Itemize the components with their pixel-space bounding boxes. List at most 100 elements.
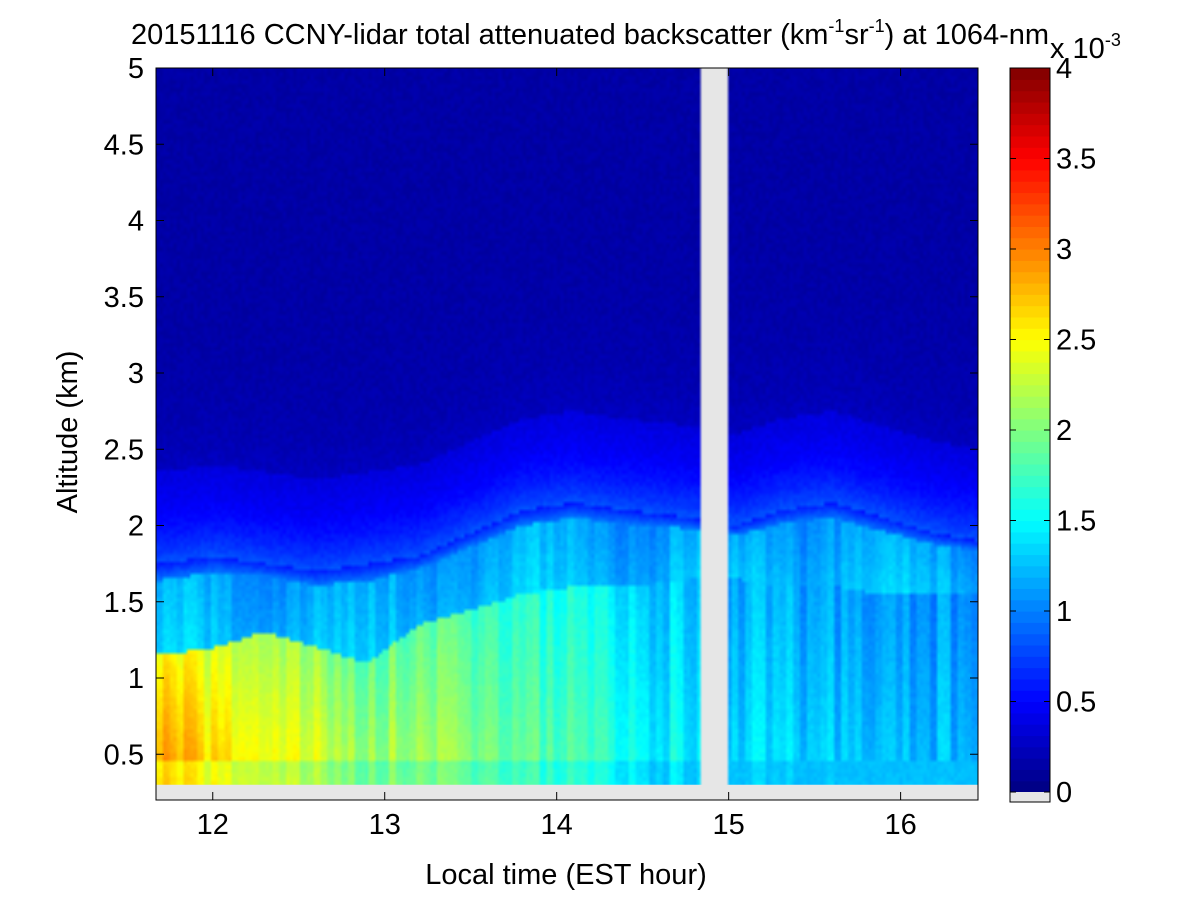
y-tick-label: 4 — [128, 206, 144, 238]
colorbar-swatch — [1010, 68, 1050, 80]
colorbar-tick-label: 1 — [1056, 596, 1072, 628]
colorbar-swatch — [1010, 90, 1050, 103]
colorbar-swatch — [1010, 644, 1050, 657]
colorbar-swatch — [1010, 769, 1050, 782]
colorbar-swatch — [1010, 328, 1050, 341]
x-tick-label: 14 — [541, 809, 573, 841]
y-axis: 0.5 1 1.5 2 2.5 3 3.5 4 4.5 5 — [104, 53, 978, 771]
colorbar-swatch — [1010, 758, 1050, 770]
colorbar-swatch — [1010, 622, 1050, 635]
y-tick-label: 0.5 — [104, 739, 144, 771]
colorbar-swatch — [1010, 294, 1050, 307]
colorbar-swatch — [1010, 452, 1050, 465]
x-tick-label: 15 — [713, 809, 745, 841]
plot-frame — [155, 67, 979, 801]
colorbar-multiplier: x 10-3 — [1050, 30, 1121, 65]
colorbar-swatch — [1010, 486, 1050, 499]
colorbar-swatch — [1010, 407, 1050, 420]
chart-title: 20151116 CCNY-lidar total attenuated bac… — [131, 16, 1049, 51]
y-tick-label: 1.5 — [104, 587, 144, 619]
colorbar-swatch — [1010, 396, 1050, 408]
plot-area — [155, 67, 979, 801]
x-axis: 12 13 14 15 16 — [197, 68, 917, 841]
colorbar-tick-label: 2 — [1056, 415, 1072, 447]
colorbar-swatch — [1010, 712, 1050, 725]
y-tick-label: 2 — [128, 511, 144, 543]
colorbar-swatch — [1010, 192, 1050, 205]
colorbar-swatch — [1010, 373, 1050, 386]
y-tick-label: 3 — [128, 358, 144, 390]
colorbar-swatch — [1010, 316, 1050, 329]
colorbar-swatch — [1010, 724, 1050, 737]
colorbar-swatch — [1010, 418, 1050, 431]
colorbar-swatch — [1010, 101, 1050, 114]
colorbar-swatch — [1010, 633, 1050, 646]
colorbar-swatch — [1010, 215, 1050, 227]
colorbar-swatch — [1010, 497, 1050, 510]
colorbar-swatch — [1010, 384, 1050, 397]
colorbar-missing-swatch — [1010, 792, 1050, 802]
colorbar-swatch — [1010, 226, 1050, 239]
colorbar-tick-label: 3.5 — [1056, 144, 1096, 176]
y-tick-label: 5 — [128, 53, 144, 85]
y-tick-label: 4.5 — [104, 129, 144, 161]
colorbar-swatch — [1010, 678, 1050, 691]
backscatter-heatmap — [156, 68, 978, 785]
colorbar-swatch — [1010, 271, 1050, 284]
y-axis-label: Altitude (km) — [52, 351, 84, 514]
colorbar-tick-label: 3 — [1056, 234, 1072, 266]
colorbar-swatch — [1010, 169, 1050, 182]
colorbar: 0 0.5 1 1.5 2 2.5 3 3.5 4 — [1009, 53, 1096, 809]
colorbar-swatch — [1010, 237, 1050, 250]
colorbar-swatch — [1010, 577, 1050, 589]
colorbar-swatch — [1010, 113, 1050, 126]
colorbar-swatch — [1010, 690, 1050, 703]
colorbar-swatch — [1010, 599, 1050, 612]
colorbar-swatch — [1010, 249, 1050, 261]
colorbar-swatch — [1010, 656, 1050, 669]
colorbar-swatch — [1010, 147, 1050, 160]
colorbar-swatch — [1010, 543, 1050, 556]
colorbar-swatch — [1010, 124, 1050, 137]
colorbar-tick-label: 4 — [1056, 53, 1072, 85]
colorbar-swatch — [1010, 260, 1050, 273]
colorbar-swatch — [1010, 350, 1050, 363]
colorbar-swatch — [1010, 79, 1050, 92]
colorbar-swatch — [1010, 611, 1050, 623]
colorbar-swatch — [1010, 305, 1050, 318]
colorbar-swatch — [1010, 667, 1050, 680]
colorbar-swatch — [1010, 735, 1050, 748]
colorbar-swatch — [1010, 463, 1050, 476]
colorbar-swatch — [1010, 339, 1050, 352]
colorbar-swatch — [1010, 362, 1050, 375]
colorbar-swatch — [1010, 181, 1050, 194]
colorbar-swatch — [1010, 780, 1050, 793]
colorbar-swatch — [1010, 565, 1050, 578]
colorbar-swatch — [1010, 588, 1050, 601]
colorbar-swatch — [1010, 203, 1050, 216]
colorbar-swatch — [1010, 746, 1050, 759]
colorbar-swatch — [1010, 531, 1050, 544]
colorbar-swatch — [1010, 282, 1050, 295]
x-tick-label: 16 — [884, 809, 916, 841]
y-tick-label: 3.5 — [104, 282, 144, 314]
colorbar-swatch — [1010, 554, 1050, 567]
y-tick-label: 2.5 — [104, 434, 144, 466]
colorbar-tick-label: 0 — [1056, 777, 1072, 809]
colorbar-swatch — [1010, 430, 1050, 442]
colorbar-swatch — [1010, 135, 1050, 148]
colorbar-tick-label: 0.5 — [1056, 687, 1096, 719]
colorbar-frame — [1009, 67, 1051, 803]
x-tick-label: 12 — [197, 809, 229, 841]
colorbar-tick-label: 1.5 — [1056, 506, 1096, 538]
x-axis-label: Local time (EST hour) — [425, 859, 707, 891]
colorbar-swatch — [1010, 520, 1050, 533]
y-tick-label: 1 — [128, 663, 144, 695]
colorbar-swatch — [1010, 475, 1050, 488]
colorbar-swatch — [1010, 509, 1050, 522]
x-tick-label: 13 — [369, 809, 401, 841]
colorbar-swatch — [1010, 158, 1050, 171]
colorbar-swatch — [1010, 441, 1050, 454]
colorbar-tick-label: 2.5 — [1056, 325, 1096, 357]
